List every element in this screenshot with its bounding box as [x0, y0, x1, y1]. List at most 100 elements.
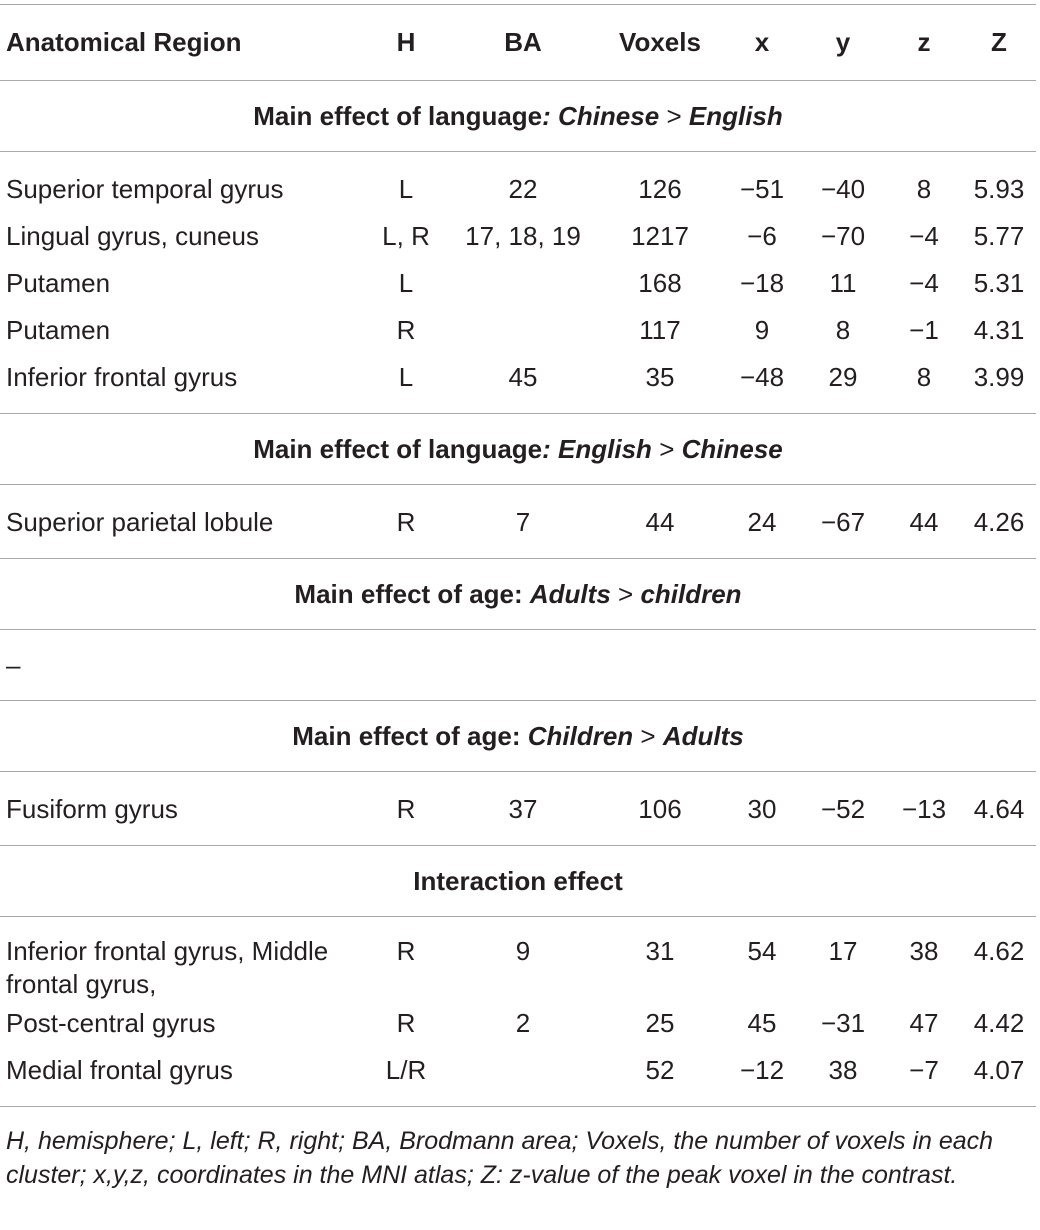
cell-region: Inferior frontal gyrus	[0, 354, 362, 414]
empty-result-mark: –	[0, 629, 1036, 701]
section-title-operator: >	[666, 100, 682, 131]
table-row: Inferior frontal gyrus L 45 35 −48 29 8 3.99	[0, 354, 1036, 414]
header-voxels: Voxels	[596, 4, 724, 81]
header-region: Anatomical Region	[0, 4, 362, 81]
cell-x: 30	[724, 771, 800, 846]
cell-voxels: 168	[638, 268, 682, 299]
cell-x: 9	[754, 315, 770, 346]
cell-zvalue: 5.93	[973, 174, 1025, 205]
cell-z: 8	[886, 354, 962, 414]
cell-zvalue: 4.31	[973, 315, 1025, 346]
header-zvalue: Z	[962, 4, 1036, 81]
cell-zvalue: 4.64	[962, 771, 1036, 846]
cell-hemisphere: L	[398, 174, 414, 205]
cell-y: −70	[820, 221, 866, 252]
section-title-group-b: Chinese	[681, 433, 783, 464]
section-title: Main effect of age: Adults > children	[0, 558, 1036, 630]
table-header: Anatomical Region H BA Voxels x y z Z	[0, 4, 1036, 81]
section-title-operator: >	[640, 720, 656, 751]
cell-z: 44	[886, 484, 962, 559]
cell-x: 24	[724, 484, 800, 559]
header-x: x	[724, 4, 800, 81]
cell-region: Medial frontal gyrus	[0, 1047, 362, 1107]
table-footnote: H, hemisphere; L, left; R, right; BA, Br…	[6, 1127, 994, 1189]
cell-y: 29	[800, 354, 886, 414]
section-title-group-b: Adults	[662, 720, 744, 751]
cell-zvalue: 4.07	[962, 1047, 1036, 1107]
cell-y: −52	[800, 771, 886, 846]
cell-voxels: 31	[645, 936, 675, 966]
table-body: Main effect of language: Chinese > Engli…	[0, 80, 1036, 1107]
section-title-group-b: children	[640, 578, 742, 609]
cell-region: Putamen	[6, 315, 111, 346]
cell-x: −51	[739, 174, 785, 205]
cell-y: −67	[800, 484, 886, 559]
cell-z: 8	[916, 174, 932, 205]
cell-x: −48	[724, 354, 800, 414]
section-title-colon: :	[542, 433, 551, 464]
cell-zvalue: 4.42	[973, 1008, 1025, 1039]
section-title-row: Main effect of age: Children > Adults	[0, 700, 1036, 772]
cell-hemisphere: R	[396, 1008, 416, 1039]
cell-zvalue: 5.77	[973, 221, 1025, 252]
cell-ba: 2	[515, 1008, 531, 1039]
cell-voxels: 44	[596, 484, 724, 559]
section-title-lead: Main effect of language	[253, 100, 543, 131]
cell-ba	[450, 307, 596, 354]
table-row: Post-central gyrus R 2 25 45 −31 47 4.42	[0, 1000, 1036, 1047]
table-row: Lingual gyrus, cuneus L, R 17, 18, 19 1217 −…	[0, 213, 1036, 260]
cell-x: 45	[747, 1008, 777, 1039]
cell-x: −18	[739, 268, 785, 299]
section-title: Interaction effect	[0, 845, 1036, 917]
cell-hemisphere: L, R	[382, 221, 430, 252]
table-row: Putamen L 168 −18 11 −4 5.31	[0, 260, 1036, 307]
cell-hemisphere: R	[362, 484, 450, 559]
activation-table: Anatomical Region H BA Voxels x y z Z Ma…	[0, 4, 1036, 1107]
section-title-row: Interaction effect	[0, 845, 1036, 917]
section-title-colon: :	[542, 100, 551, 131]
cell-region: Inferior frontal gyrus, Middle frontal g…	[6, 936, 329, 999]
section-title-operator: >	[618, 578, 634, 609]
cell-region: Superior parietal lobule	[0, 484, 362, 559]
cell-hemisphere: L	[362, 354, 450, 414]
cell-y: −31	[820, 1008, 866, 1039]
cell-y: 11	[829, 268, 857, 299]
cell-region: Superior temporal gyrus	[6, 174, 284, 205]
cell-z: −1	[909, 315, 939, 346]
section-title-lead: Main effect of language	[253, 433, 543, 464]
cell-region: Lingual gyrus, cuneus	[6, 221, 259, 252]
table-row: Superior temporal gyrus L 22 126 −51 −40 8 5.93	[0, 152, 1036, 214]
cell-ba: 45	[450, 354, 596, 414]
table-row-empty: –	[0, 629, 1036, 701]
section-title-row: Main effect of language: Chinese > Engli…	[0, 80, 1036, 152]
cell-ba: 9	[515, 936, 531, 966]
cell-zvalue: 4.62	[973, 936, 1025, 966]
table-row: Superior parietal lobule R 7 44 24 −67 44 4.26	[0, 484, 1036, 559]
section-title: Main effect of language: Chinese > Engli…	[0, 80, 1036, 152]
section-title-group-a: Children	[527, 720, 634, 751]
header-z: z	[886, 4, 962, 81]
header-row: Anatomical Region H BA Voxels x y z Z	[0, 4, 1036, 81]
cell-region: Putamen	[6, 268, 111, 299]
section-title-lead: Interaction effect	[413, 865, 623, 896]
cell-y: −40	[820, 174, 866, 205]
cell-voxels: 1217	[631, 221, 689, 252]
cell-voxels: 52	[596, 1047, 724, 1107]
cell-x: −6	[747, 221, 777, 252]
section-title-group-a: Adults	[529, 578, 611, 609]
section-title: Main effect of language: English > Chine…	[0, 413, 1036, 485]
cell-voxels: 117	[639, 315, 681, 346]
cell-ba: 37	[450, 771, 596, 846]
table-row: Fusiform gyrus R 37 106 30 −52 −13 4.64	[0, 771, 1036, 846]
header-hemisphere: H	[362, 4, 450, 81]
cell-z: −4	[909, 268, 939, 299]
cell-hemisphere: R	[396, 936, 416, 966]
cell-hemisphere: L	[398, 268, 414, 299]
cell-z: −4	[909, 221, 939, 252]
section-title-group-a: English	[558, 433, 652, 464]
cell-region: Fusiform gyrus	[0, 771, 362, 846]
cell-region: Post-central gyrus	[6, 1008, 216, 1039]
table-row: Inferior frontal gyrus, Middle frontal g…	[0, 917, 1036, 1001]
cell-zvalue: 5.31	[973, 268, 1025, 299]
